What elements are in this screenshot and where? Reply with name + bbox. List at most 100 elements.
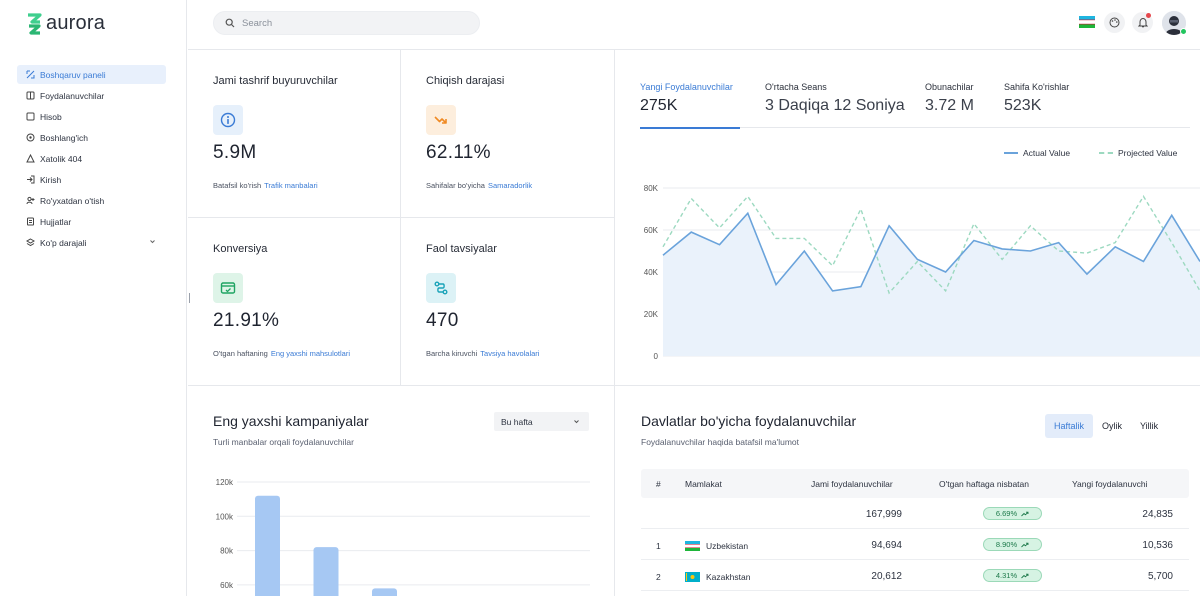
tab-label: Obunachilar: [925, 82, 974, 92]
sidebar-item-users[interactable]: Foydalanuvchilar: [17, 86, 166, 105]
search-icon: [225, 18, 235, 28]
table-row[interactable]: 167,999 6.69% 24,835: [641, 499, 1189, 529]
stat-footer-text: Batafsil ko'rish: [213, 181, 262, 190]
chart-panel: [615, 50, 1200, 386]
sidebar-item-label: Kirish: [40, 174, 62, 185]
best-products-link[interactable]: Eng yaxshi mahsulotlari: [270, 349, 351, 358]
uzbekistan-flag-icon[interactable]: [1079, 16, 1095, 28]
row-country: Uzbekistan: [685, 541, 748, 551]
user-avatar[interactable]: [1162, 11, 1186, 35]
stat-title: Konversiya: [213, 243, 268, 255]
stat-card-visitors: Jami tashrif buyuruvchilar 5.9M Batafsil…: [188, 50, 401, 218]
sidebar-item-account[interactable]: Hisob: [17, 107, 166, 126]
legend-actual[interactable]: Actual Value: [1004, 148, 1070, 158]
info-icon: [213, 105, 243, 135]
tab-subscribers[interactable]: Obunachilar 3.72 M: [925, 82, 974, 128]
sidebar-item-error-404[interactable]: Xatolik 404: [17, 149, 166, 168]
change-value: 6.69%: [995, 509, 1018, 518]
legend-projected[interactable]: Projected Value: [1099, 148, 1177, 158]
legend-swatch-projected: [1099, 152, 1113, 154]
period-dropdown[interactable]: Bu hafta: [494, 412, 589, 431]
app-logo[interactable]: aurora: [26, 12, 105, 35]
column-header-weekly-change[interactable]: O'tgan haftaga nisbatan: [939, 479, 1029, 489]
row-country: Kazakhstan: [685, 572, 750, 582]
y-tick-label: 0: [654, 352, 659, 361]
tab-new-users[interactable]: Yangi Foydalanuvchilar 275K: [640, 82, 740, 129]
segment-yearly[interactable]: Yillik: [1140, 421, 1159, 431]
campaign-bar[interactable]: [255, 495, 280, 596]
sidebar-item-label: Ko'p darajali: [40, 237, 87, 248]
tab-avg-session[interactable]: O'rtacha Seans 3 Daqiqa 12 Soniya: [765, 82, 905, 128]
trend-up-icon: [1021, 542, 1029, 547]
theme-button[interactable]: [1104, 12, 1125, 33]
route-icon: [426, 273, 456, 303]
sidebar-item-start[interactable]: Boshlang'ich: [17, 128, 166, 147]
row-index: 2: [656, 572, 661, 582]
tab-value: 3 Daqiqa 12 Soniya: [765, 97, 905, 114]
campaign-bar[interactable]: [372, 588, 397, 596]
change-badge: 4.31%: [983, 569, 1042, 582]
country-name: Kazakhstan: [706, 572, 751, 582]
column-header-total-users[interactable]: Jami foydalanuvchilar: [811, 479, 893, 489]
y-tick-label: 80k: [220, 547, 234, 556]
stat-footer: O'tgan haftaning Eng yaxshi mahsulotlari: [213, 349, 350, 358]
countries-subtitle: Foydalanuvchilar haqida batafsil ma'lumo…: [641, 437, 800, 447]
legend-label: Actual Value: [1023, 148, 1071, 158]
users-icon: [26, 91, 35, 100]
column-header-country[interactable]: Mamlakat: [685, 479, 722, 489]
metric-tabs: Yangi Foydalanuvchilar 275K O'rtacha Sea…: [640, 82, 1190, 129]
traffic-sources-link[interactable]: Trafik manbalari: [264, 181, 318, 190]
row-total-users: 94,694: [871, 540, 902, 551]
kazakhstan-flag-icon: [685, 572, 700, 582]
y-tick-label: 20K: [644, 310, 659, 319]
performance-link[interactable]: Samaradorlik: [487, 181, 533, 190]
payment-card-icon: [213, 273, 243, 303]
notifications-button[interactable]: [1132, 12, 1153, 33]
column-header-new-users[interactable]: Yangi foydalanuvchi: [1072, 479, 1148, 489]
uzbekistan-flag-icon: [685, 541, 700, 551]
sidebar-item-multilevel[interactable]: Ko'p darajali: [17, 233, 166, 252]
y-tick-label: 60k: [220, 581, 234, 590]
search-box[interactable]: [213, 11, 480, 35]
actual-value-line: [662, 211, 1200, 292]
campaigns-panel: [188, 386, 615, 596]
tab-page-views[interactable]: Sahifa Ko'rishlar 523K: [1004, 82, 1069, 128]
sidebar-item-label: Hisob: [40, 111, 62, 122]
sidebar-item-documents[interactable]: Hujjatlar: [17, 212, 166, 231]
stat-footer: Sahifalar bo'yicha Samaradorlik: [426, 181, 532, 190]
topbar: [188, 0, 1200, 50]
account-icon: [26, 112, 35, 121]
campaign-bar[interactable]: [313, 547, 339, 596]
sidebar-item-login[interactable]: Kirish: [17, 170, 166, 189]
change-value: 4.31%: [995, 571, 1018, 580]
row-total-users: 167,999: [865, 509, 902, 520]
sidebar-nav: Boshqaruv paneli Foydalanuvchilar Hisob …: [17, 65, 166, 254]
login-icon: [26, 175, 35, 184]
stat-card-conversion: Konversiya 21.91% O'tgan haftaning Eng ya…: [188, 218, 401, 386]
actual-value-area: [663, 213, 1200, 356]
trend-down-icon: [426, 105, 456, 135]
search-input[interactable]: [242, 17, 442, 29]
sidebar-resize-handle[interactable]: [189, 293, 190, 303]
referral-links-link[interactable]: Tavsiya havolalari: [480, 349, 540, 358]
table-row[interactable]: 2 Kazakhstan 20,612 4.31% 5,700: [641, 561, 1189, 591]
stat-value: 5.9M: [213, 142, 257, 163]
dashboard-icon: [26, 70, 35, 79]
segment-monthly[interactable]: Oylik: [1102, 421, 1123, 431]
new-users-line-chart: 0 20K 40K 60K 80K: [644, 184, 1200, 361]
sidebar-item-label: Hujjatlar: [40, 216, 72, 227]
stat-footer-text: O'tgan haftaning: [213, 349, 268, 358]
table-row[interactable]: 1 Uzbekistan 94,694 8.90% 10,536: [641, 530, 1189, 560]
period-dropdown-value: Bu hafta: [501, 416, 533, 427]
segment-weekly[interactable]: Haftalik: [1045, 414, 1094, 438]
sidebar-item-dashboard[interactable]: Boshqaruv paneli: [17, 65, 166, 84]
y-tick-label: 100k: [216, 512, 234, 521]
campaigns-title: Eng yaxshi kampaniyalar: [213, 413, 369, 429]
sidebar-item-register[interactable]: Ro'yxatdan o'tish: [17, 191, 166, 210]
legend-label: Projected Value: [1118, 148, 1178, 158]
change-badge: 6.69%: [983, 507, 1042, 520]
column-header-index[interactable]: #: [656, 479, 661, 489]
chevron-down-icon[interactable]: [149, 237, 156, 247]
row-total-users: 20,612: [871, 571, 902, 582]
stat-footer-text: Sahifalar bo'yicha: [426, 181, 485, 190]
